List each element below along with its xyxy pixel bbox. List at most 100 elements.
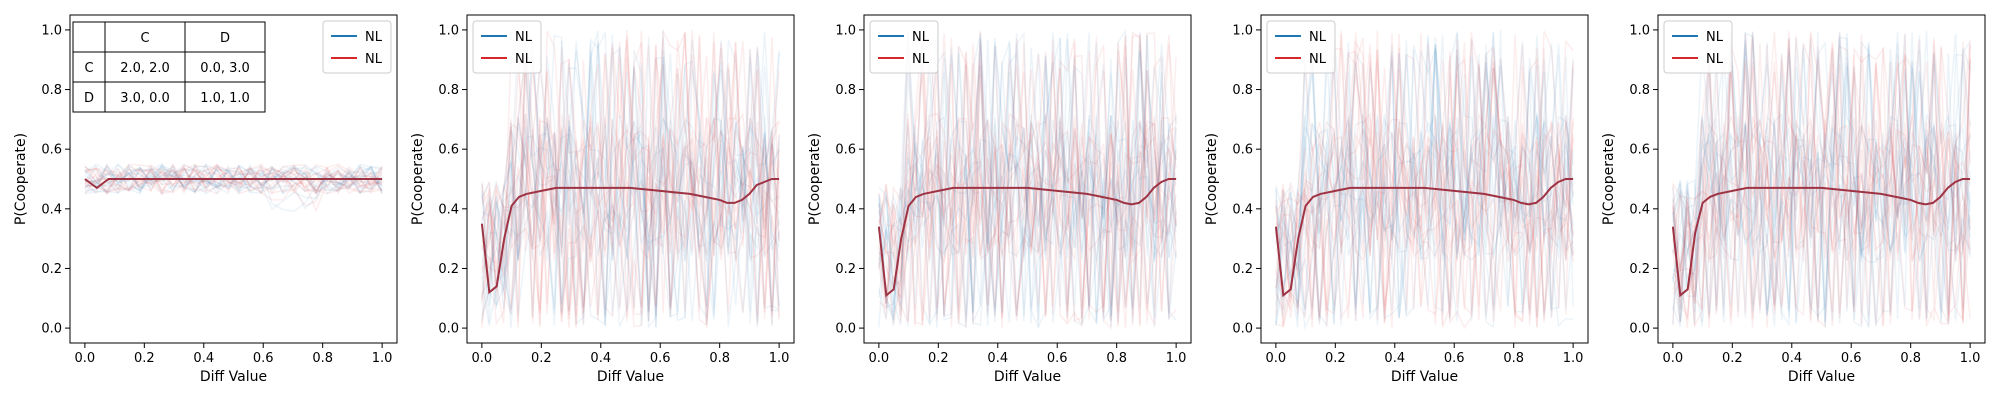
y-tick-label: 0.0 (438, 322, 459, 337)
legend-label: NL (1706, 30, 1724, 45)
run-line (481, 37, 780, 329)
legend-label: NL (912, 30, 930, 45)
run-line (878, 33, 1177, 326)
legend: NL NL (1266, 20, 1336, 74)
x-axis-label: Diff Value (1391, 369, 1458, 385)
run-line (481, 30, 780, 322)
run-line (84, 163, 383, 195)
run-line (878, 39, 1177, 328)
y-axis-label: P(Cooperate) (1601, 133, 1617, 225)
x-tick-label: 0.4 (1384, 351, 1405, 366)
run-line (1275, 32, 1574, 328)
legend-label: NL (1706, 52, 1724, 67)
run-line (481, 34, 780, 322)
run-line (84, 165, 383, 212)
x-tick-label: 0.8 (709, 351, 730, 366)
run-line (1672, 34, 1971, 328)
legend-label: NL (912, 52, 930, 67)
legend-box (1663, 20, 1733, 74)
x-axis-label: Diff Value (1788, 369, 1855, 385)
run-line (878, 34, 1177, 328)
y-tick-label: 0.6 (1629, 143, 1650, 158)
run-line (1672, 32, 1971, 324)
legend-box (1266, 20, 1336, 74)
x-tick-label: 0.0 (1266, 351, 1287, 366)
y-tick-label: 0.4 (1232, 202, 1253, 217)
run-line (1275, 31, 1574, 322)
table-cell: 1.0, 1.0 (200, 91, 250, 106)
x-tick-label: 1.0 (1563, 351, 1584, 366)
mean-line (84, 178, 383, 190)
run-line (1672, 34, 1971, 323)
run-line (84, 167, 383, 195)
legend-box (869, 20, 939, 74)
run-line (878, 32, 1177, 323)
run-line (1275, 34, 1574, 329)
run-line (1672, 38, 1971, 327)
legend: NL NL (1663, 20, 1733, 74)
y-tick-label: 0.8 (1629, 83, 1650, 98)
y-tick-label: 0.0 (1232, 322, 1253, 337)
axes-frame (1260, 14, 1589, 344)
table-cell: C (84, 61, 93, 76)
run-line (481, 36, 780, 328)
y-tick-label: 0.6 (438, 143, 459, 158)
run-line (481, 30, 780, 323)
x-tick-label: 0.8 (1503, 351, 1524, 366)
table-cell: 3.0, 0.0 (120, 91, 170, 106)
run-line (1672, 43, 1971, 320)
y-tick-label: 1.0 (41, 23, 62, 38)
run-line (84, 163, 383, 193)
run-line (1275, 32, 1574, 331)
run-line (1275, 39, 1574, 328)
x-tick-label: 0.6 (1841, 351, 1862, 366)
run-line (1672, 31, 1971, 328)
run-line (84, 163, 383, 194)
run-line (878, 37, 1177, 326)
run-line (84, 163, 383, 195)
legend: NL NL (322, 20, 392, 74)
run-line (481, 37, 780, 324)
payoff-table: C DC 2.0, 2.0 0.0, 3.0D 3.0, 0.0 1.0, 1.0 (72, 21, 266, 113)
run-line (878, 33, 1177, 329)
run-line (481, 34, 780, 326)
run-line (481, 52, 780, 326)
x-tick-label: 1.0 (1960, 351, 1981, 366)
legend: NL NL (869, 20, 939, 74)
run-line (1672, 37, 1971, 328)
run-line (1275, 33, 1574, 328)
y-tick-label: 0.2 (41, 262, 62, 277)
run-line (878, 30, 1177, 326)
individual-runs (1672, 30, 1971, 329)
x-axis-label: Diff Value (200, 369, 267, 385)
y-tick-label: 0.6 (41, 143, 62, 158)
individual-runs (1275, 29, 1574, 331)
run-line (1275, 34, 1574, 328)
x-tick-label: 0.4 (193, 351, 214, 366)
y-tick-label: 0.4 (835, 202, 856, 217)
y-tick-label: 0.0 (835, 322, 856, 337)
axes-frame (1657, 14, 1986, 344)
run-line (1672, 30, 1971, 321)
run-line (878, 34, 1177, 321)
x-tick-label: 0.8 (1900, 351, 1921, 366)
run-line (84, 163, 383, 210)
run-line (1672, 40, 1971, 328)
run-line (1275, 49, 1574, 323)
run-line (84, 163, 383, 196)
y-tick-label: 0.0 (1629, 322, 1650, 337)
run-line (878, 43, 1177, 326)
run-line (481, 28, 780, 324)
run-line (84, 165, 383, 213)
x-tick-label: 0.4 (590, 351, 611, 366)
run-line (481, 70, 780, 313)
run-line (481, 41, 780, 322)
individual-runs (878, 28, 1177, 330)
run-line (878, 42, 1177, 327)
run-line (878, 37, 1177, 327)
mean-line (480, 178, 780, 295)
y-tick-label: 0.4 (1629, 202, 1650, 217)
run-line (481, 35, 780, 328)
x-tick-label: 0.6 (650, 351, 671, 366)
